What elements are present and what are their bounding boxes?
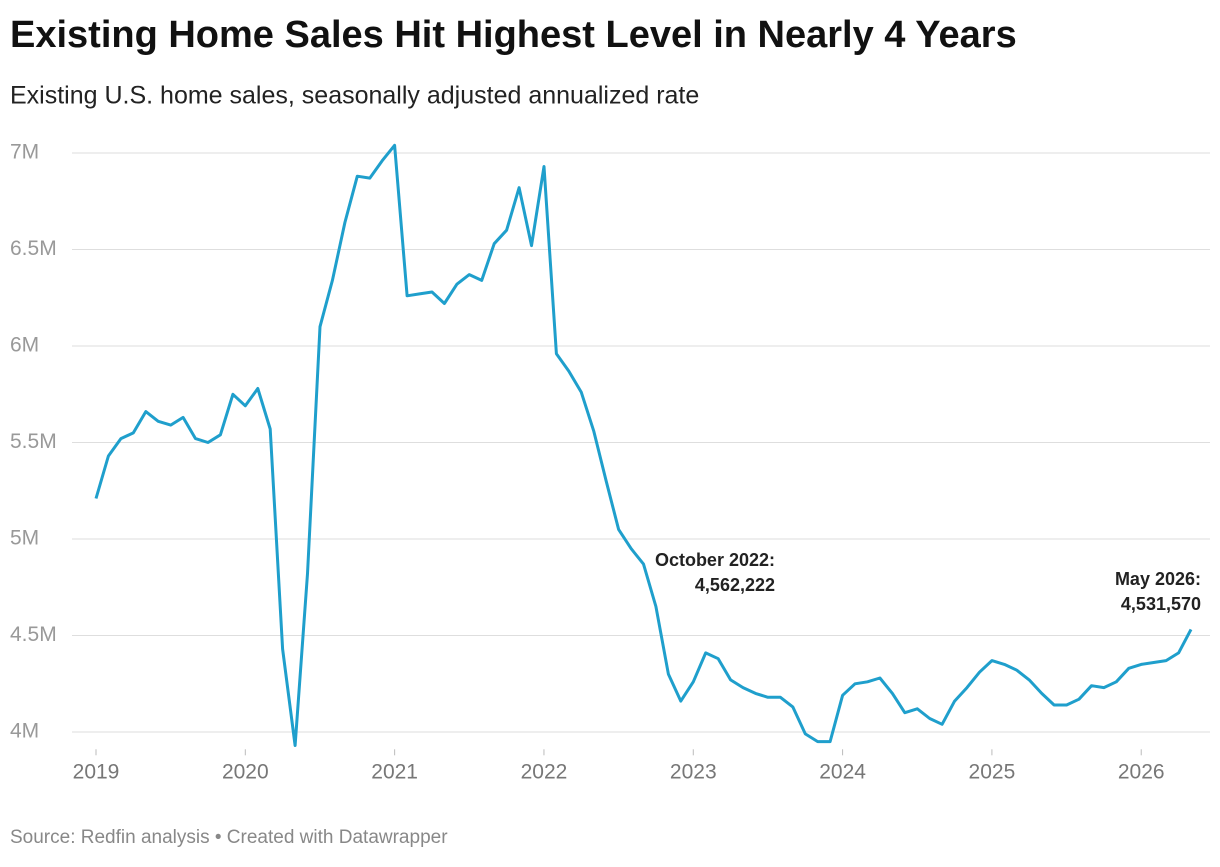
x-tick-label: 2019 bbox=[73, 761, 120, 784]
x-tick-label: 2025 bbox=[969, 761, 1016, 784]
data-line bbox=[94, 143, 1193, 747]
x-tick-label: 2023 bbox=[670, 761, 717, 784]
source-note: Source: Redfin analysis • Created with D… bbox=[10, 827, 448, 848]
annotation: May 2026: bbox=[1115, 569, 1201, 589]
annotation: October 2022: bbox=[655, 550, 775, 570]
x-tick-label: 2021 bbox=[371, 761, 418, 784]
annotation: 4,531,570 bbox=[1121, 594, 1201, 614]
y-tick-label: 5M bbox=[10, 527, 39, 550]
chart-subtitle: Existing U.S. home sales, seasonally adj… bbox=[10, 82, 699, 110]
y-tick-label: 5.5M bbox=[10, 430, 57, 453]
y-tick-label: 7M bbox=[10, 141, 39, 164]
y-tick-label: 6M bbox=[10, 334, 39, 357]
x-tick-label: 2026 bbox=[1118, 761, 1165, 784]
chart-title: Existing Home Sales Hit Highest Level in… bbox=[10, 14, 1017, 56]
x-tick-label: 2022 bbox=[521, 761, 568, 784]
y-tick-label: 4M bbox=[10, 720, 39, 743]
annotation: 4,562,222 bbox=[695, 575, 775, 595]
y-tick-label: 6.5M bbox=[10, 237, 57, 260]
x-tick-label: 2024 bbox=[819, 761, 866, 784]
x-tick-label: 2020 bbox=[222, 761, 269, 784]
y-tick-label: 4.5M bbox=[10, 623, 57, 646]
